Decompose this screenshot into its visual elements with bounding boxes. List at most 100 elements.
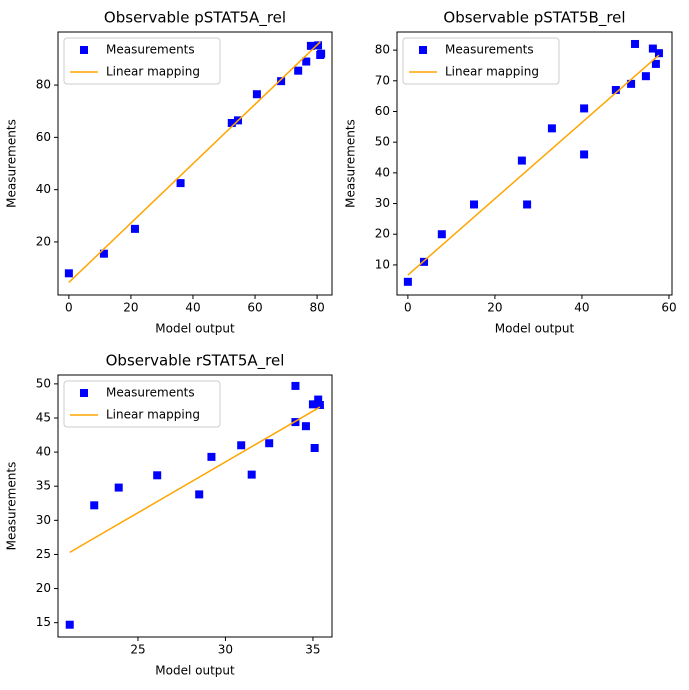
marker xyxy=(153,471,162,480)
marker xyxy=(291,381,300,390)
marker xyxy=(641,72,650,81)
y-tick-label: 30 xyxy=(375,196,390,210)
axes-frame xyxy=(396,31,673,296)
marker xyxy=(99,249,108,258)
x-tick-label: 25 xyxy=(130,643,145,657)
marker xyxy=(252,90,261,99)
marker xyxy=(470,200,479,209)
marker xyxy=(195,490,204,499)
y-axis-label: Measurements xyxy=(344,119,358,208)
marker xyxy=(277,77,286,86)
marker xyxy=(237,441,246,450)
marker xyxy=(627,79,636,88)
y-tick-label: 50 xyxy=(36,376,51,390)
marker xyxy=(90,501,99,510)
x-tick-label: 20 xyxy=(487,301,502,315)
legend-label: Measurements xyxy=(106,386,195,400)
marker xyxy=(64,269,73,278)
legend-marker xyxy=(419,46,427,54)
marker xyxy=(294,66,303,75)
marker xyxy=(580,104,589,113)
subplot-title: Observable pSTAT5B_rel xyxy=(443,9,625,28)
x-tick-label: 60 xyxy=(247,301,262,315)
y-tick-label: 35 xyxy=(36,479,51,493)
axes-frame xyxy=(57,374,333,638)
legend-box xyxy=(402,37,560,85)
y-tick-label: 25 xyxy=(36,547,51,561)
marker xyxy=(302,57,311,66)
x-tick-label: 0 xyxy=(404,301,412,315)
y-tick-label: 40 xyxy=(36,182,51,196)
subplot-title: Observable rSTAT5A_rel xyxy=(106,352,285,371)
marker xyxy=(317,49,326,58)
marker xyxy=(631,39,640,48)
x-tick-label: 20 xyxy=(123,301,138,315)
x-tick-label: 35 xyxy=(305,643,320,657)
marker xyxy=(651,59,660,68)
y-axis-label: Measurements xyxy=(5,462,19,551)
y-tick-label: 45 xyxy=(36,410,51,424)
marker xyxy=(580,150,589,159)
marker xyxy=(130,224,139,233)
x-tick-label: 40 xyxy=(185,301,200,315)
y-tick-label: 20 xyxy=(375,227,390,241)
legend-label: Linear mapping xyxy=(106,408,200,422)
y-tick-label: 80 xyxy=(375,43,390,57)
legend-marker xyxy=(80,46,88,54)
legend-label: Measurements xyxy=(106,43,195,57)
marker xyxy=(611,86,620,95)
y-tick-label: 60 xyxy=(36,130,51,144)
subplot: Observable pSTAT5A_rel Model output Measur… xyxy=(5,9,333,336)
y-tick-label: 30 xyxy=(36,513,51,527)
marker xyxy=(227,118,236,127)
y-tick-label: 50 xyxy=(375,135,390,149)
y-axis-label: Measurements xyxy=(5,119,19,208)
y-tick-label: 80 xyxy=(36,78,51,92)
marker xyxy=(207,452,216,461)
marker xyxy=(306,41,315,50)
fit-line xyxy=(68,41,321,283)
marker xyxy=(403,277,412,286)
marker xyxy=(654,49,663,58)
marker xyxy=(315,401,324,410)
x-tick-label: 60 xyxy=(661,301,676,315)
x-tick-label: 0 xyxy=(65,301,73,315)
marker xyxy=(314,395,323,404)
x-tick-label: 80 xyxy=(309,301,324,315)
marker xyxy=(176,179,185,188)
y-tick-label: 20 xyxy=(36,234,51,248)
marker xyxy=(314,41,323,50)
y-tick-label: 40 xyxy=(375,165,390,179)
marker xyxy=(114,483,123,492)
y-tick-label: 20 xyxy=(36,581,51,595)
marker xyxy=(308,400,317,409)
legend-label: Linear mapping xyxy=(106,65,200,79)
marker xyxy=(648,44,657,53)
marker xyxy=(310,444,319,453)
fit-line xyxy=(407,54,660,276)
x-tick-label: 40 xyxy=(574,301,589,315)
y-tick-label: 15 xyxy=(36,615,51,629)
marker xyxy=(517,156,526,165)
subplot: Observable rSTAT5A_rel Model output Measur… xyxy=(5,352,333,678)
subplot: Observable pSTAT5B_rel Model output Measur… xyxy=(344,9,677,336)
legend-label: Measurements xyxy=(445,43,534,57)
legend-marker xyxy=(80,389,88,397)
x-axis-label: Model output xyxy=(495,322,575,336)
x-tick-label: 30 xyxy=(218,643,233,657)
legend-box xyxy=(63,380,221,428)
marker xyxy=(547,124,556,133)
marker xyxy=(523,200,532,209)
legend-label: Linear mapping xyxy=(445,65,539,79)
fit-line xyxy=(69,406,321,554)
marker xyxy=(247,470,256,479)
subplot-title: Observable pSTAT5A_rel xyxy=(104,9,286,28)
axes-frame xyxy=(57,31,333,296)
y-tick-label: 40 xyxy=(36,445,51,459)
x-axis-label: Model output xyxy=(155,664,235,678)
x-axis-label: Model output xyxy=(155,322,235,336)
marker xyxy=(65,620,74,629)
marker xyxy=(437,230,446,239)
y-tick-label: 70 xyxy=(375,73,390,87)
